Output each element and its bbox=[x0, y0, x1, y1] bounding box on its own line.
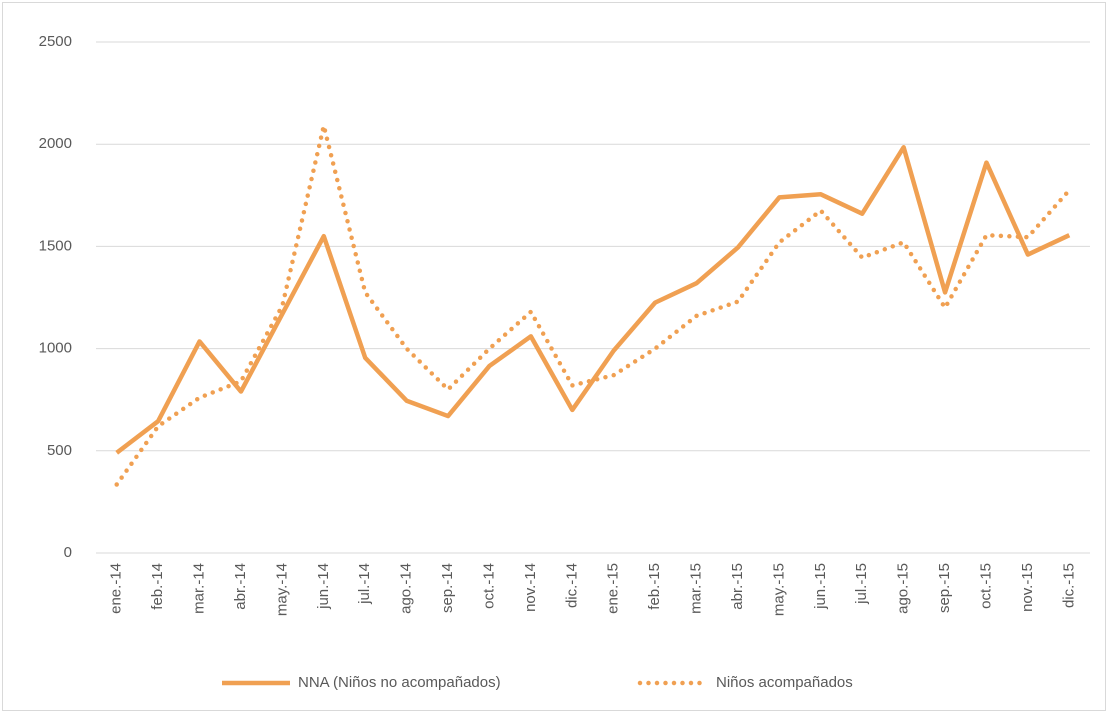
x-tick-label: nov.-14 bbox=[522, 563, 539, 612]
x-tick-label: feb.-15 bbox=[646, 563, 663, 610]
x-tick-label: sep.-14 bbox=[439, 563, 456, 613]
y-tick-label: 2000 bbox=[39, 135, 72, 152]
line-series bbox=[114, 125, 1072, 487]
x-tick-label: oct.-15 bbox=[977, 563, 994, 609]
legend-label: NNA (Niños no acompañados) bbox=[298, 674, 501, 691]
legend-label: Niños acompañados bbox=[716, 674, 853, 691]
x-tick-label: jul.-15 bbox=[853, 563, 870, 605]
line-series bbox=[115, 145, 1071, 455]
y-tick-label: 1500 bbox=[39, 237, 72, 254]
x-tick-label: ago.-15 bbox=[895, 563, 912, 614]
x-tick-label: ene.-14 bbox=[108, 563, 125, 614]
x-tick-label: abr.-14 bbox=[232, 563, 249, 610]
y-tick-label: 1000 bbox=[39, 340, 72, 357]
y-tick-label: 500 bbox=[47, 442, 72, 459]
x-tick-label: may.-14 bbox=[273, 563, 290, 616]
x-tick-label: ene.-15 bbox=[605, 563, 622, 614]
x-tick-label: sep.-15 bbox=[936, 563, 953, 613]
x-tick-label: feb.-14 bbox=[149, 563, 166, 610]
x-tick-label: jun.-14 bbox=[315, 563, 332, 610]
x-tick-label: abr.-15 bbox=[729, 563, 746, 610]
x-tick-label: dic.-14 bbox=[563, 563, 580, 608]
x-tick-label: jun.-15 bbox=[812, 563, 829, 610]
x-tick-label: ago.-14 bbox=[398, 563, 415, 614]
x-tick-label: jul.-14 bbox=[356, 563, 373, 605]
x-tick-label: nov.-15 bbox=[1019, 563, 1036, 612]
x-tick-label: mar.-15 bbox=[688, 563, 705, 614]
x-tick-label: oct.-14 bbox=[480, 563, 497, 609]
x-tick-label: dic.-15 bbox=[1060, 563, 1077, 608]
y-tick-label: 0 bbox=[64, 544, 72, 561]
y-tick-label: 2500 bbox=[39, 33, 72, 50]
x-tick-label: mar.-14 bbox=[191, 563, 208, 614]
x-tick-label: may.-15 bbox=[770, 563, 787, 616]
